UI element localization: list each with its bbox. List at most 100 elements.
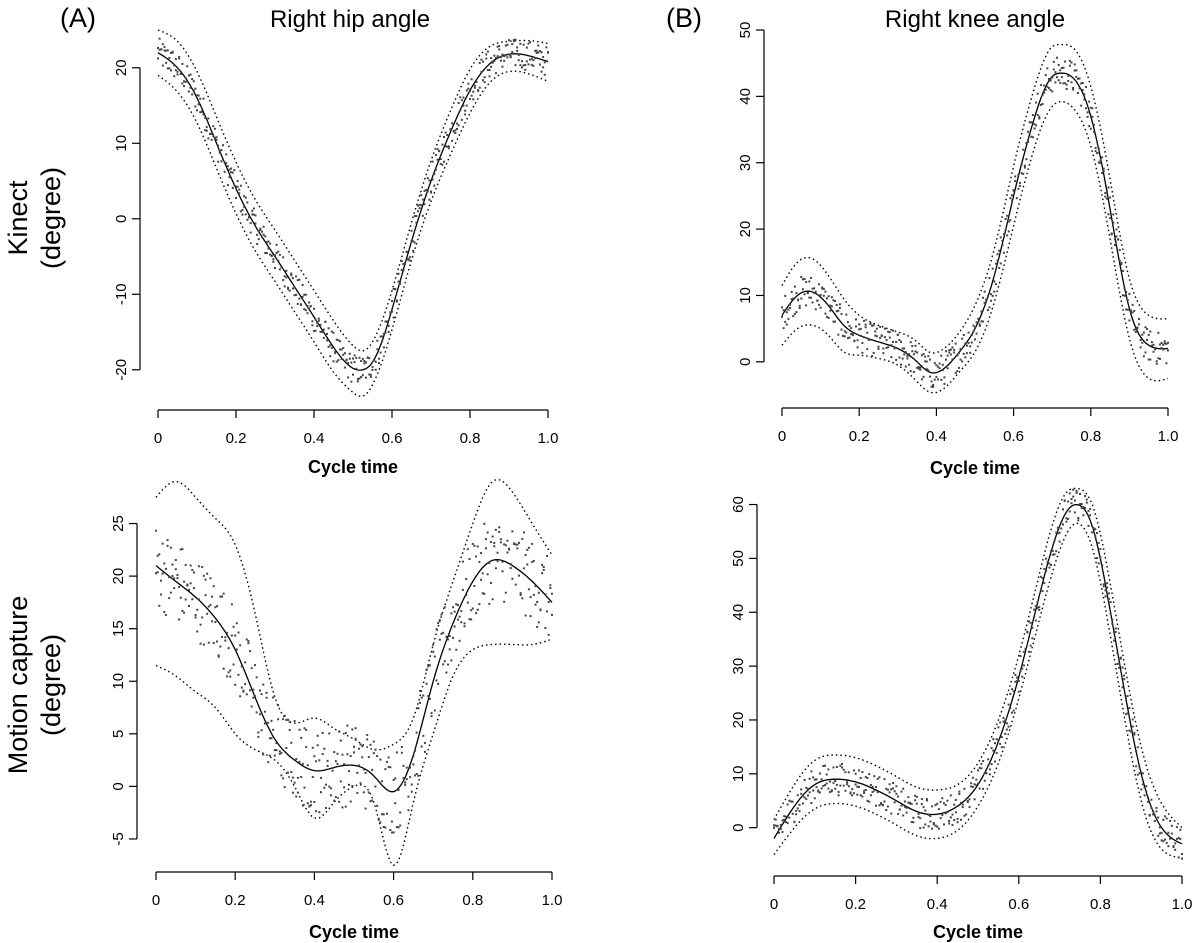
observation-dot: [1050, 550, 1053, 553]
observation-dot: [225, 153, 228, 156]
observation-dot: [779, 824, 782, 827]
observation-dot: [1083, 93, 1086, 96]
observation-dot: [465, 578, 468, 581]
observation-dot: [518, 541, 520, 544]
observation-dot: [1181, 857, 1183, 860]
observation-dot: [318, 759, 321, 762]
observation-dot: [477, 90, 480, 93]
observation-dot: [460, 118, 463, 121]
observation-dot: [987, 764, 990, 767]
observation-dot: [238, 192, 241, 195]
observation-dot: [1080, 506, 1083, 509]
observation-dot: [1005, 728, 1008, 731]
observation-dot: [1177, 856, 1180, 859]
observation-dot: [462, 96, 465, 99]
observation-dot: [1145, 790, 1148, 793]
observation-dot: [356, 791, 359, 794]
observation-dot: [231, 187, 234, 190]
observation-dot: [1033, 127, 1036, 130]
observation-dot: [381, 339, 384, 342]
observation-dot: [509, 563, 512, 566]
observation-dot: [1028, 121, 1031, 124]
observation-dot: [1099, 161, 1102, 164]
observation-dot: [394, 288, 397, 291]
observation-dot: [1080, 82, 1083, 85]
observation-dot: [541, 563, 544, 566]
observation-dot: [1118, 249, 1121, 252]
observation-dot: [990, 293, 993, 296]
observation-dot: [199, 623, 202, 626]
observation-dot: [517, 59, 520, 62]
observation-dot: [1002, 716, 1005, 719]
y-tick-label: 20: [113, 59, 130, 76]
observation-dot: [494, 528, 497, 531]
observation-dot: [924, 360, 927, 363]
observation-dot: [499, 59, 502, 62]
observation-dot: [445, 671, 448, 674]
observation-dot: [1094, 535, 1097, 538]
observation-dot: [514, 64, 517, 67]
observation-dot: [1097, 541, 1100, 544]
observation-dot: [470, 609, 473, 612]
observation-dot: [169, 546, 172, 549]
observation-dot: [262, 683, 265, 686]
observation-dot: [168, 56, 171, 59]
observation-dot: [844, 771, 847, 774]
observation-dot: [309, 305, 312, 308]
observation-dot: [1065, 87, 1068, 90]
observation-dot: [399, 280, 402, 283]
observation-dot: [986, 309, 989, 312]
observation-dot: [504, 591, 507, 594]
observation-dot: [790, 291, 793, 294]
observation-dot: [470, 78, 473, 81]
observation-dot: [361, 374, 364, 377]
observation-dot: [270, 737, 273, 740]
observation-dot: [1067, 517, 1070, 520]
observation-dot: [1107, 186, 1110, 189]
observation-dot: [1036, 114, 1039, 117]
observation-dot: [504, 44, 507, 47]
observation-dot: [883, 327, 886, 330]
observation-dot: [157, 46, 159, 49]
observation-dot: [446, 134, 449, 137]
observation-dot: [468, 558, 471, 561]
observation-dot: [373, 358, 376, 361]
observation-dot: [506, 56, 509, 59]
observation-dot: [781, 306, 783, 309]
observation-dot: [538, 50, 541, 53]
observation-dot: [792, 315, 795, 318]
x-tick-label: 0.2: [845, 896, 866, 913]
observation-dot: [896, 333, 899, 336]
observation-dot: [1007, 220, 1010, 223]
observation-dot: [1102, 583, 1105, 586]
observation-dot: [241, 208, 244, 211]
x-tick-label: 0.6: [1003, 428, 1024, 445]
observation-dot: [503, 55, 506, 58]
observation-dot: [1109, 601, 1112, 604]
observation-dot: [319, 323, 322, 326]
observation-dot: [179, 596, 182, 599]
observation-dot: [163, 562, 166, 565]
observation-dot: [1043, 567, 1046, 570]
observation-dot: [837, 309, 840, 312]
series-upper-bound: [155, 478, 553, 751]
observation-dot: [519, 42, 522, 45]
observation-dot: [189, 86, 192, 89]
observation-dot: [1093, 123, 1096, 126]
observation-dot: [980, 320, 983, 323]
observation-dot: [166, 67, 169, 70]
observation-dot: [207, 641, 210, 644]
observation-dot: [1148, 813, 1151, 816]
observation-dot: [531, 542, 534, 545]
observation-dot: [363, 362, 366, 365]
observation-dot: [290, 274, 293, 277]
observation-dot: [486, 50, 489, 53]
observation-dot: [1033, 608, 1036, 611]
observation-dot: [927, 369, 930, 372]
observation-dot: [524, 614, 527, 617]
observation-dot: [216, 640, 219, 643]
x-tick-label: 0: [778, 428, 786, 445]
observation-dot: [285, 746, 288, 749]
observation-dot: [956, 817, 959, 820]
observation-dot: [994, 760, 996, 763]
